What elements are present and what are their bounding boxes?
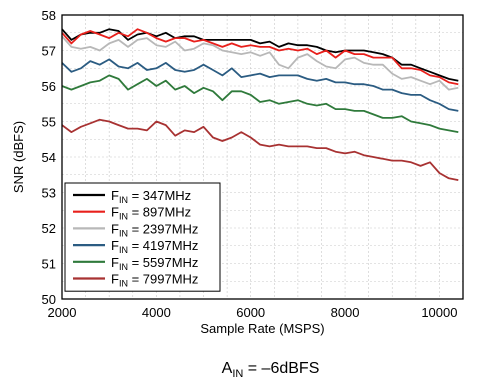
- legend-entry-subscript: IN: [119, 228, 128, 238]
- x-tick-label: 4000: [142, 305, 171, 320]
- series-line-4: [61, 58, 459, 112]
- caption-main: A: [222, 360, 233, 377]
- series-line-2: [61, 28, 459, 86]
- y-tick-label: 50: [42, 292, 56, 307]
- legend-entry: FIN = 4197MHz: [111, 238, 198, 255]
- legend-entry: FIN = 2397MHz: [111, 221, 198, 238]
- series-line-3: [61, 35, 459, 91]
- legend-entry-rest: = 897MHz: [128, 205, 191, 220]
- x-tick-label: 6000: [236, 305, 265, 320]
- caption-rest: = –6dBFS: [243, 360, 319, 377]
- series-lines: [61, 28, 459, 181]
- legend-entry-main: F: [111, 188, 119, 203]
- legend-box: [64, 182, 221, 292]
- x-axis-label: Sample Rate (MSPS): [200, 321, 324, 336]
- series-line-5: [61, 74, 459, 133]
- x-tick-label: 8000: [331, 305, 360, 320]
- legend-entry: FIN = 347MHz: [111, 188, 191, 205]
- grid-lines: [62, 15, 463, 299]
- legend-entry: FIN = 7997MHz: [111, 272, 198, 289]
- legend-entry-rest: = 347MHz: [128, 188, 191, 203]
- y-tick-labels: 50 51 52 53 54 55 56 57 58: [42, 8, 56, 307]
- series-line-6: [61, 118, 459, 181]
- legend-entry-subscript: IN: [119, 195, 128, 205]
- legend-entry-rest: = 2397MHz: [128, 221, 198, 236]
- legend-entry: FIN = 897MHz: [111, 205, 191, 222]
- legend-entry-main: F: [111, 272, 119, 287]
- legend-entry-rest: = 7997MHz: [128, 272, 198, 287]
- legend-entry-main: F: [111, 221, 119, 236]
- legend-entry-main: F: [111, 255, 119, 270]
- legend-entry-subscript: IN: [119, 212, 128, 222]
- legend-entry-subscript: IN: [119, 245, 128, 255]
- y-axis-label: SNR (dBFS): [11, 121, 26, 193]
- x-tick-labels: 2000 4000 6000 8000 10000: [48, 305, 458, 320]
- legend-entry-subscript: IN: [119, 279, 128, 289]
- chart-caption: AIN = –6dBFS: [222, 360, 320, 380]
- y-tick-label: 54: [42, 150, 56, 165]
- y-tick-label: 56: [42, 79, 56, 94]
- legend-entry-rest: = 4197MHz: [128, 238, 198, 253]
- plot-frame: [61, 14, 464, 300]
- y-tick-label: 53: [42, 186, 56, 201]
- legend-entry-main: F: [111, 205, 119, 220]
- y-tick-label: 58: [42, 8, 56, 23]
- legend-entry: FIN = 5597MHz: [111, 255, 198, 272]
- legend-entry-main: F: [111, 238, 119, 253]
- y-tick-label: 52: [42, 221, 56, 236]
- legend-entry-rest: = 5597MHz: [128, 255, 198, 270]
- y-tick-label: 57: [42, 44, 56, 59]
- x-tick-label: 10000: [421, 305, 457, 320]
- y-tick-label: 55: [42, 115, 56, 130]
- legend-entry-subscript: IN: [119, 262, 128, 272]
- y-tick-label: 51: [42, 257, 56, 272]
- caption-subscript: IN: [232, 368, 243, 380]
- x-tick-label: 2000: [48, 305, 77, 320]
